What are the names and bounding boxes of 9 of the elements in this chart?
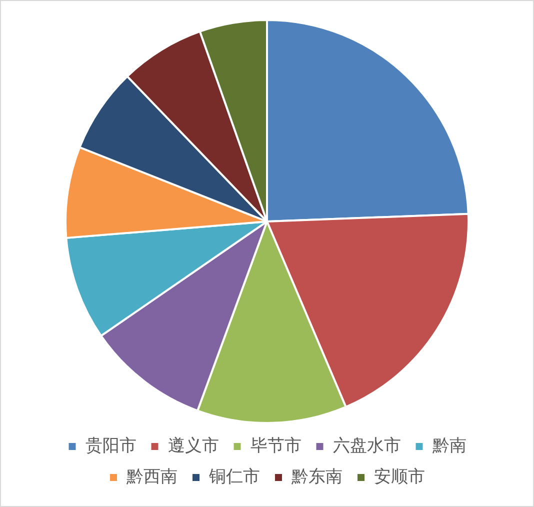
legend-label: 六盘水市 [332, 436, 401, 455]
legend-label: 遵义市 [168, 436, 219, 455]
legend-label: 毕节市 [250, 436, 302, 455]
legend-label: 铜仁市 [208, 466, 260, 486]
legend-label: 黔南 [431, 436, 466, 455]
legend-label: 黔西南 [126, 466, 178, 486]
legend-label: 贵阳市 [85, 436, 136, 455]
legend-label: 黔东南 [290, 466, 342, 486]
legend-label: 安顺市 [374, 466, 425, 486]
